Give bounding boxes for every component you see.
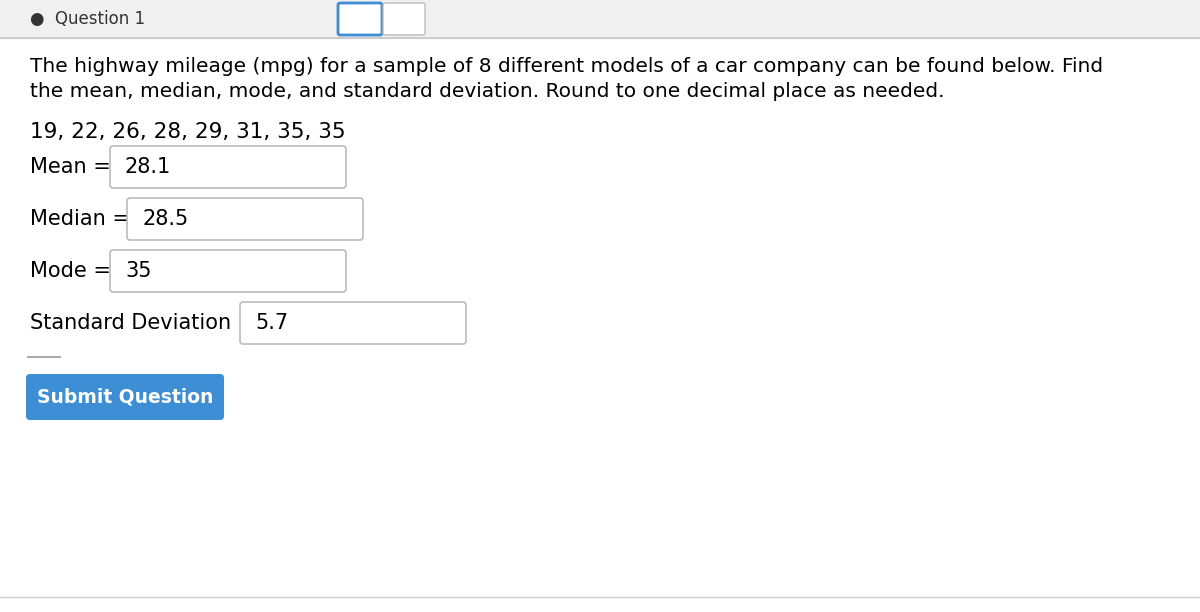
Text: Median =: Median = bbox=[30, 209, 137, 229]
Bar bbox=[0, 0, 1200, 38]
FancyBboxPatch shape bbox=[338, 3, 382, 35]
Text: 35: 35 bbox=[125, 261, 151, 281]
FancyBboxPatch shape bbox=[127, 198, 364, 240]
Text: ●  Question 1: ● Question 1 bbox=[30, 10, 145, 28]
Text: Mean =: Mean = bbox=[30, 157, 118, 177]
Text: The highway mileage (mpg) for a sample of 8 different models of a car company ca: The highway mileage (mpg) for a sample o… bbox=[30, 57, 1103, 76]
FancyBboxPatch shape bbox=[110, 146, 346, 188]
Text: Submit Question: Submit Question bbox=[37, 387, 214, 406]
Text: 28.1: 28.1 bbox=[125, 157, 172, 177]
FancyBboxPatch shape bbox=[110, 250, 346, 292]
Text: Mode =: Mode = bbox=[30, 261, 118, 281]
Text: 19, 22, 26, 28, 29, 31, 35, 35: 19, 22, 26, 28, 29, 31, 35, 35 bbox=[30, 122, 346, 142]
FancyBboxPatch shape bbox=[26, 374, 224, 420]
FancyBboxPatch shape bbox=[383, 3, 425, 35]
FancyBboxPatch shape bbox=[240, 302, 466, 344]
Text: 5.7: 5.7 bbox=[256, 313, 288, 333]
Text: Standard Deviation =: Standard Deviation = bbox=[30, 313, 262, 333]
Text: 28.5: 28.5 bbox=[142, 209, 188, 229]
Text: the mean, median, mode, and standard deviation. Round to one decimal place as ne: the mean, median, mode, and standard dev… bbox=[30, 82, 950, 101]
